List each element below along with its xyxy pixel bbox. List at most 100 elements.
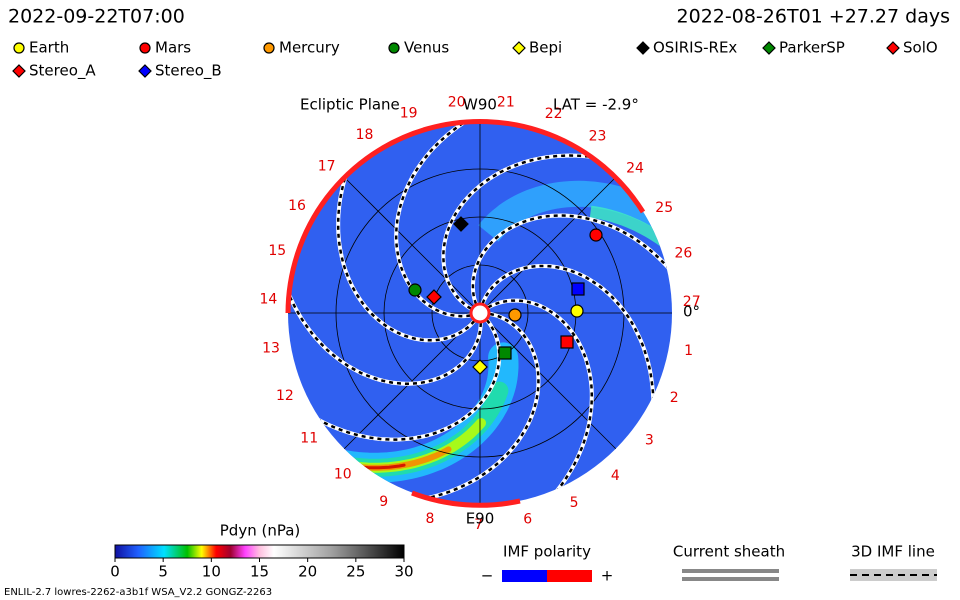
colorbar-ticks: 0 5 10 15 20 25 30 (110, 558, 414, 581)
marker (886, 41, 900, 55)
colorbar-tick-label: 25 (346, 563, 365, 581)
top-label: W90 (463, 96, 497, 114)
reference: 2022-08-26T01 +27.27 days (677, 6, 950, 28)
marker (508, 308, 522, 322)
marker (263, 42, 275, 54)
imf-line (442, 154, 607, 310)
imf-line (413, 312, 540, 502)
footer: ENLIL-2.7 lowres-2262-a3b1f WSA_V2.2 GON… (4, 587, 272, 598)
legend-label: Venus (404, 39, 449, 57)
colorbar-title: Pdyn (nPa) (220, 522, 301, 540)
sheath-title: Current sheath (673, 543, 785, 561)
legend-label: Earth (29, 39, 69, 57)
sheath-line (682, 569, 779, 573)
legend-label: ParkerSP (779, 39, 845, 57)
marker (636, 41, 650, 55)
colorbar-tick-label: 30 (394, 563, 413, 581)
longitude-label: 12 (276, 388, 294, 404)
grid-ray (479, 176, 617, 314)
longitude-label: 8 (425, 511, 434, 527)
grid-ray (343, 176, 481, 314)
marker (472, 359, 488, 375)
marker (589, 228, 603, 242)
legend-label: Stereo_A (29, 62, 96, 81)
longitude-label: 11 (300, 431, 318, 447)
colorbar-tick-label: 10 (202, 563, 221, 581)
longitude-label: 17 (318, 159, 336, 175)
boundary-red (285, 118, 646, 314)
marker (571, 282, 585, 296)
bottom-label: E90 (466, 510, 495, 528)
longitude-label: 14 (260, 291, 278, 307)
legend: Earth Mars Mercury Venus Bepi OSIRIS-REx Parke… (12, 39, 938, 81)
longitude-label: 10 (334, 467, 352, 483)
longitude-label: 5 (570, 495, 579, 511)
longitude-label: 25 (655, 200, 673, 216)
polarity-pos (547, 570, 592, 582)
marker (512, 41, 526, 55)
marker (453, 216, 469, 232)
marker (426, 289, 442, 305)
marker (570, 304, 584, 318)
marker (762, 41, 776, 55)
marker (560, 335, 574, 349)
imf-line (336, 161, 476, 342)
imf-sample-bg (850, 569, 937, 581)
latitude: LAT = -2.9° (553, 96, 639, 114)
marker (12, 64, 26, 78)
sun (469, 302, 491, 324)
boundary-red (411, 490, 521, 508)
longitude-label: 27 (683, 294, 701, 310)
legend-label: Bepi (529, 39, 562, 57)
legend-label: SolO (903, 39, 938, 57)
zero-label: 0° (683, 303, 700, 321)
marker (408, 283, 422, 297)
colorbar-tick-label: 5 (158, 563, 168, 581)
polarity-plus: + (601, 567, 614, 585)
legend-label: Stereo_B (155, 62, 222, 81)
legend-label: Mars (155, 39, 191, 57)
longitude-label: 4 (611, 468, 620, 484)
imf-line (288, 279, 483, 385)
polarity-minus: − (481, 567, 494, 585)
longitude-label: 7 (474, 517, 483, 533)
marker (388, 42, 400, 54)
polarity-neg (502, 570, 547, 582)
longitude-label: 15 (268, 243, 286, 259)
longitude-label: 16 (288, 198, 306, 214)
longitude-label: 24 (626, 160, 644, 176)
imf-line (481, 264, 655, 411)
longitude-label: 19 (400, 105, 418, 121)
polarity-title: IMF polarity (503, 543, 591, 561)
colorbar-tick-label: 20 (298, 563, 317, 581)
longitude-label: 20 (448, 94, 466, 110)
colorbar-tick-label: 15 (250, 563, 269, 581)
imf-line (394, 121, 479, 318)
imf-line (487, 299, 594, 501)
longitude-label: 2 (670, 390, 679, 406)
marker (13, 42, 25, 54)
marker (498, 346, 512, 360)
longitude-label: 1 (684, 343, 693, 359)
time: 2022-09-22T07:00 (8, 6, 185, 28)
colorbar (114, 544, 405, 559)
spacecraft (408, 216, 603, 375)
grid-ray (479, 312, 617, 450)
longitude-label: 13 (262, 341, 280, 357)
legend-label: OSIRIS-REx (653, 39, 737, 57)
longitude-label: 18 (356, 127, 374, 143)
plane: Ecliptic Plane (300, 96, 400, 114)
longitude-label: 23 (589, 129, 607, 145)
longitude-label: 26 (675, 245, 693, 261)
longitude-label: 6 (523, 512, 532, 528)
longitude-label: 21 (497, 95, 515, 111)
longitude-label: 3 (645, 433, 654, 449)
longitude-label: 22 (545, 106, 563, 122)
marker (139, 42, 151, 54)
imf-line (471, 214, 672, 305)
sheath-line (682, 577, 779, 581)
colorbar-tick-label: 0 (110, 563, 120, 581)
